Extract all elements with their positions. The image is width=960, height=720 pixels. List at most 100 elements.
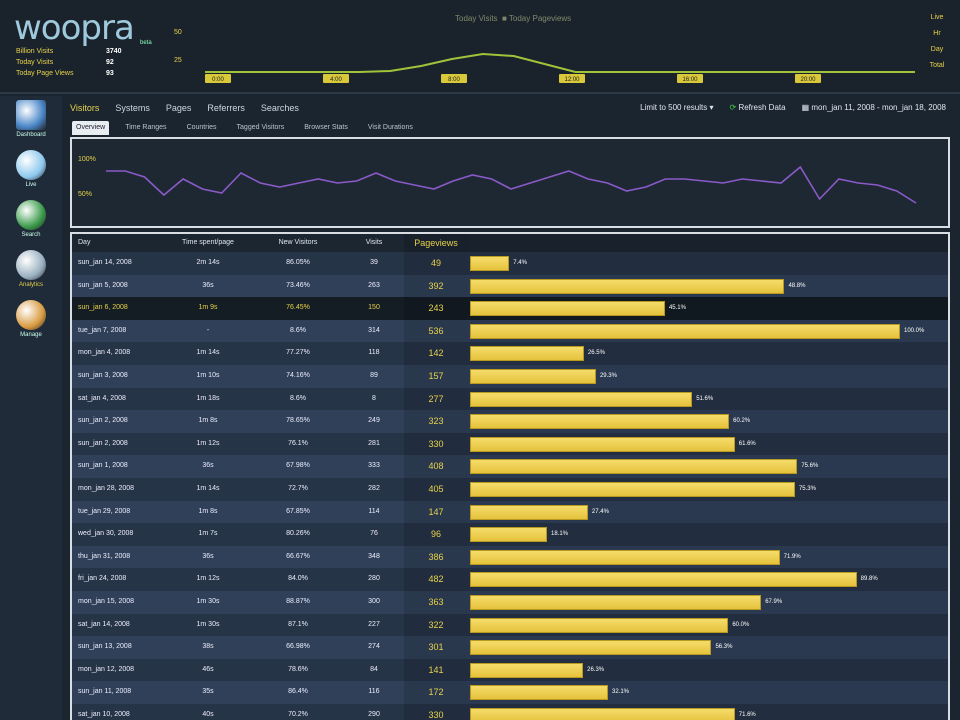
bar-cell: 26.3% [468, 658, 948, 682]
new-visitors-cell: 80.26% [286, 530, 310, 538]
table-row[interactable]: sun_jan 13, 2008 38s 66.98% 274 301 56.3% [72, 636, 948, 659]
subtab-countries[interactable]: Countries [186, 124, 217, 131]
stat-row: Today Visits 92 [16, 57, 166, 68]
new-visitors-cell: 66.98% [286, 643, 310, 651]
visits-line [205, 52, 915, 73]
visits-cell: 300 [368, 597, 380, 605]
stat-label: Today Page Views [16, 70, 74, 77]
bar-cell: 100.0% [468, 319, 948, 343]
pageviews-cell: 243 [404, 297, 468, 320]
subtab-visit-durations[interactable]: Visit Durations [367, 124, 413, 131]
table-row[interactable]: mon_jan 12, 2008 46s 78.6% 84 141 26.3% [72, 658, 948, 682]
table-body: sun_jan 14, 2008 2m 14s 86.05% 39 49 7.4% sun_… [72, 252, 948, 720]
pageviews-cell: 386 [404, 545, 468, 569]
tab-pages[interactable]: Pages [165, 103, 192, 113]
time-scale-live[interactable]: Live [930, 14, 944, 21]
day-cell: sun_jan 3, 2008 [78, 371, 128, 379]
time-scale-total[interactable]: Total [929, 62, 945, 69]
column-header[interactable]: Visits [365, 239, 383, 246]
bar-percent-label: 89.8% [860, 576, 878, 583]
bar-percent-label: 27.4% [591, 508, 609, 515]
stat-label: Today Visits [16, 59, 54, 66]
subtab-tagged-visitors[interactable]: Tagged Visitors [236, 124, 285, 131]
bar-percent-label: 7.4% [513, 260, 527, 266]
visits-cell: 89 [370, 371, 378, 379]
column-header[interactable]: Time spent/page [182, 239, 234, 246]
table-row[interactable]: thu_jan 31, 2008 36s 66.67% 348 386 71.9% [72, 545, 948, 569]
day-cell: sun_jan 14, 2008 [78, 259, 132, 266]
column-header[interactable]: Day [78, 239, 91, 246]
day-cell: mon_jan 4, 2008 [78, 349, 131, 357]
sidebar-item-dashboard[interactable]: Dashboard [0, 100, 62, 146]
bar-percent-label: 71.9% [783, 553, 801, 560]
subtab-time-ranges[interactable]: Time Ranges [125, 124, 167, 131]
bar-percent-label: 48.8% [788, 282, 806, 289]
tab-referrers[interactable]: Referrers [207, 103, 245, 113]
table-row[interactable]: mon_jan 4, 2008 1m 14s 77.27% 118 142 26.5% [72, 342, 948, 365]
sidebar-item-manage[interactable]: Manage [0, 300, 62, 346]
x-tick-box [795, 74, 821, 83]
new-visitors-cell: 67.85% [286, 507, 310, 515]
table-row[interactable]: sun_jan 14, 2008 2m 14s 86.05% 39 49 7.4% [72, 252, 948, 275]
column-header[interactable] [468, 234, 948, 252]
bar-percent-label: 26.3% [587, 666, 605, 673]
sidebar-item-live[interactable]: Live [0, 150, 62, 196]
sidebar-label: Search [21, 232, 41, 238]
pageviews-bar [470, 504, 588, 520]
table-row[interactable]: wed_jan 30, 2008 1m 7s 80.26% 76 96 18.1% [72, 523, 948, 546]
subtab-overview[interactable]: Overview [72, 121, 110, 135]
header: woopra beta Billion Visits 3740 Today Visi… [0, 0, 960, 94]
pageviews-cell: 405 [404, 477, 468, 501]
new-visitors-cell: 86.4% [288, 688, 308, 696]
table-row[interactable]: sat_jan 4, 2008 1m 18s 8.6% 8 277 51.6% [72, 387, 948, 411]
new-visitors-cell: 8.6% [290, 394, 306, 402]
column-header[interactable]: New Visitors [278, 239, 318, 246]
tab-visitors[interactable]: Visitors [70, 103, 100, 113]
table-row[interactable]: tue_jan 7, 2008 - 8.6% 314 536 100.0% [72, 319, 948, 343]
table-row[interactable]: mon_jan 15, 2008 1m 30s 88.87% 300 363 67.9% [72, 590, 948, 614]
today-chart: 50 25 0:00 4:00 8:00 12:00 16:00 20:00 [174, 29, 915, 83]
bar-percent-label: 71.6% [738, 711, 756, 718]
refresh-button[interactable]: ⟳ Refresh Data [730, 98, 786, 118]
table-row[interactable]: tue_jan 29, 2008 1m 8s 67.85% 114 147 27.4% [72, 500, 948, 524]
visits-cell: 118 [368, 349, 380, 357]
bar-cell: 56.3% [468, 636, 948, 659]
table-row[interactable]: sat_jan 14, 2008 1m 30s 87.1% 227 322 60.0% [72, 613, 948, 637]
table-row[interactable]: sun_jan 5, 2008 36s 73.46% 263 392 48.8% [72, 274, 948, 298]
pageviews-cell: 482 [404, 568, 468, 591]
new-visitors-cell: 78.6% [288, 665, 308, 673]
tab-systems[interactable]: Systems [115, 103, 150, 113]
table-row[interactable]: sun_jan 2, 2008 1m 12s 76.1% 281 330 61.6% [72, 432, 948, 456]
tab-searches[interactable]: Searches [260, 103, 299, 113]
date-range-picker[interactable]: ▦ mon_jan 11, 2008 - mon_jan 18, 2008 [802, 98, 946, 118]
pageviews-cell: 96 [404, 523, 468, 546]
pageviews-bar [470, 323, 900, 339]
table-row[interactable]: sat_jan 10, 2008 40s 70.2% 290 330 71.6% [72, 703, 948, 720]
time-cell: 1m 8s [198, 507, 218, 515]
table-row[interactable]: mon_jan 28, 2008 1m 14s 72.7% 282 405 75.3% [72, 477, 948, 501]
new-visitors-cell: 88.87% [286, 597, 310, 605]
column-header[interactable]: Pageviews [404, 234, 468, 252]
time-scale-hr[interactable]: Hr [933, 30, 941, 37]
table-row[interactable]: sun_jan 1, 2008 36s 67.98% 333 408 75.6% [72, 455, 948, 478]
sub-tabs: Overview Time Ranges Countries Tagged Visit… [72, 121, 417, 135]
time-scale-day[interactable]: Day [930, 46, 944, 53]
main-tabs: Visitors Systems Pages Referrers Searches [70, 98, 299, 118]
pageviews-bar [470, 481, 795, 497]
sidebar-item-search[interactable]: Search [0, 200, 62, 246]
top-chart-legend: Today Visits ■ Today Pageviews [455, 14, 572, 23]
table-row[interactable]: sun_jan 2, 2008 1m 8s 78.65% 249 323 60.2% [72, 410, 948, 433]
visitors-chart: 100% 50% [78, 156, 917, 204]
subtab-browser-stats[interactable]: Browser Stats [304, 124, 348, 131]
table-row[interactable]: sun_jan 6, 2008 1m 9s 76.45% 150 243 45.1% [72, 297, 948, 320]
table-row[interactable]: sun_jan 11, 2008 35s 86.4% 116 172 32.1% [72, 681, 948, 704]
table-row[interactable]: sun_jan 3, 2008 1m 10s 74.16% 89 157 29.3% [72, 364, 948, 388]
bar-percent-label: 45.1% [668, 305, 686, 312]
table-row[interactable]: fri_jan 24, 2008 1m 12s 84.0% 280 482 89.8% [72, 568, 948, 591]
pageviews-cell: 322 [404, 613, 468, 637]
bar-percent-label: 67.9% [765, 598, 783, 605]
time-cell: 1m 14s [196, 349, 220, 357]
limit-select[interactable]: Limit to 500 results ▾ [640, 103, 714, 112]
time-cell: 40s [202, 710, 214, 718]
sidebar-item-analytics[interactable]: Analytics [0, 250, 62, 296]
